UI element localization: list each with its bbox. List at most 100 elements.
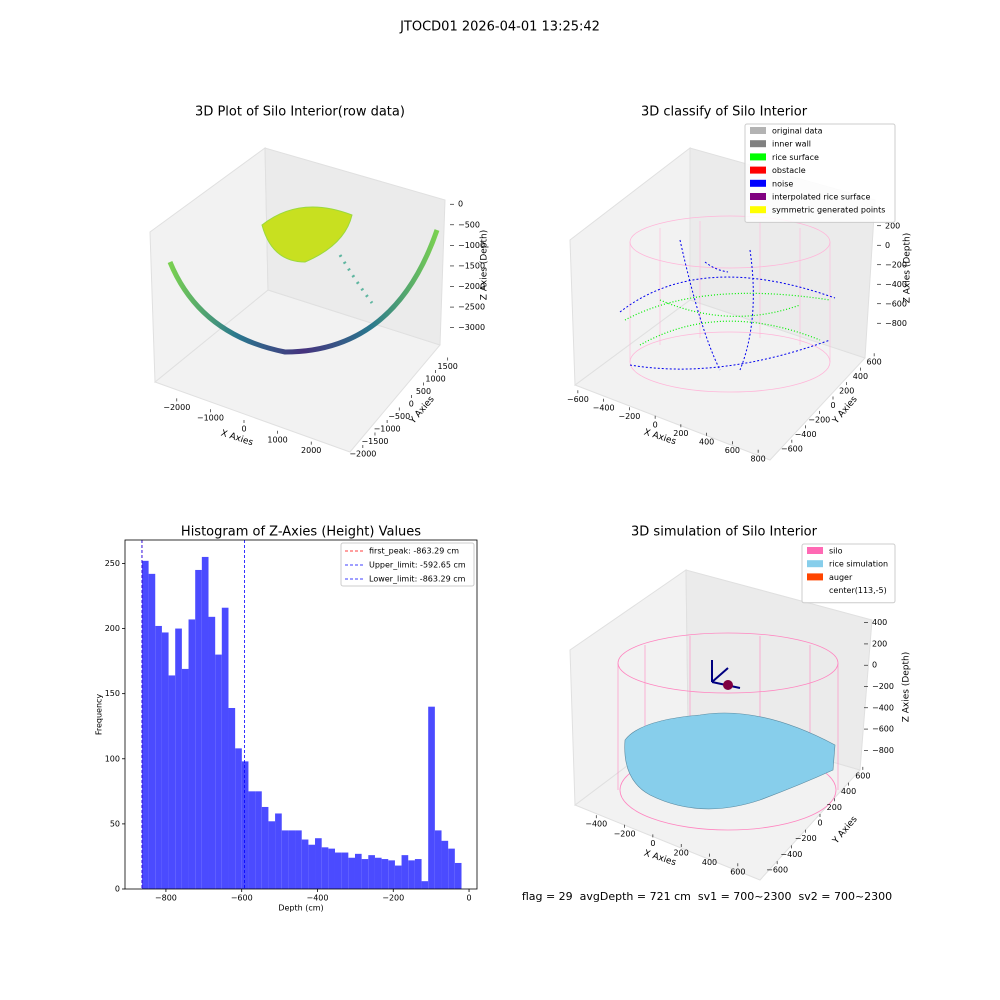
bar bbox=[428, 706, 435, 889]
bar bbox=[248, 791, 256, 889]
y-tick-label: 200 bbox=[105, 624, 120, 633]
x-tick-label: 0 bbox=[650, 839, 655, 848]
legend-swatch bbox=[750, 193, 766, 200]
bar bbox=[315, 838, 322, 889]
bar bbox=[215, 654, 222, 889]
bar bbox=[148, 573, 156, 889]
x-tick-label: 400 bbox=[699, 437, 714, 446]
x-tick-label: 600 bbox=[730, 868, 745, 877]
bar bbox=[228, 707, 236, 889]
chart-title: 3D simulation of Silo Interior bbox=[631, 525, 818, 540]
z-tick-label: −600 bbox=[872, 725, 894, 734]
z-axis-label: Z Axies (Depth) bbox=[903, 233, 913, 304]
y-tick-label: 250 bbox=[105, 559, 120, 568]
chart-title: 3D Plot of Silo Interior(row data) bbox=[195, 105, 405, 120]
bar bbox=[381, 859, 389, 889]
x-tick-label: 800 bbox=[750, 454, 765, 463]
y-tick-label: 50 bbox=[110, 819, 120, 828]
legend-swatch bbox=[807, 547, 823, 554]
legend-swatch bbox=[750, 153, 766, 161]
y-tick-label: 100 bbox=[105, 754, 120, 763]
legend-swatch bbox=[807, 560, 823, 568]
y-tick-label: −400 bbox=[780, 850, 802, 859]
y-tick-label: −200 bbox=[808, 415, 830, 424]
x-axis-label: Depth (cm) bbox=[278, 904, 323, 913]
legend-label: rice surface bbox=[772, 153, 819, 162]
y-tick-label: 200 bbox=[839, 387, 854, 396]
legend-label: first_peak: -863.29 cm bbox=[369, 547, 459, 556]
x-tick-label: 0 bbox=[653, 420, 658, 429]
x-tick-label: −600 bbox=[567, 395, 589, 404]
legend-swatch bbox=[807, 573, 823, 581]
bar bbox=[155, 625, 162, 889]
z-tick-label: 0 bbox=[885, 241, 890, 250]
bar bbox=[241, 761, 249, 889]
bar bbox=[195, 569, 202, 889]
y-tick-label: 0 bbox=[817, 819, 822, 828]
y-tick-label: 400 bbox=[841, 787, 856, 796]
bar bbox=[454, 862, 462, 889]
chart-title: Histogram of Z-Axies (Height) Values bbox=[181, 525, 421, 540]
legend-label: Upper_limit: -592.65 cm bbox=[369, 561, 466, 570]
y-tick-label: −1000 bbox=[374, 425, 401, 434]
z-tick-label: −200 bbox=[885, 260, 907, 269]
x-tick-label: 200 bbox=[673, 429, 688, 438]
x-tick-label: 2000 bbox=[301, 446, 321, 455]
z-tick-label: −2500 bbox=[458, 303, 485, 312]
bar bbox=[201, 556, 209, 889]
bar bbox=[161, 632, 169, 889]
legend-label: auger bbox=[829, 573, 853, 582]
bar bbox=[388, 860, 395, 889]
z-tick-label: −800 bbox=[885, 319, 907, 328]
axes-frame bbox=[124, 539, 478, 890]
x-tick-label: 0 bbox=[241, 425, 246, 434]
x-axis-label: X Axies bbox=[642, 849, 677, 869]
bar bbox=[181, 668, 189, 889]
bar bbox=[421, 881, 429, 889]
bar bbox=[341, 852, 349, 889]
legend-box bbox=[340, 542, 475, 587]
y-tick-label: −400 bbox=[795, 430, 817, 439]
bar bbox=[401, 855, 409, 889]
y-tick-label: 1500 bbox=[438, 362, 458, 371]
bar bbox=[221, 607, 229, 889]
x-tick-label: −400 bbox=[585, 820, 607, 829]
legend-swatch bbox=[750, 179, 766, 187]
legend-label: Lower_limit: -863.29 cm bbox=[369, 575, 466, 584]
z-axis-label: Z Axies (Depth) bbox=[902, 652, 912, 723]
legend-label: rice simulation bbox=[829, 560, 888, 569]
bar bbox=[408, 860, 415, 889]
x-tick-label: 1000 bbox=[267, 435, 287, 444]
legend-box bbox=[801, 543, 896, 604]
z-tick-label: −600 bbox=[885, 299, 907, 308]
bar bbox=[414, 859, 422, 889]
bar bbox=[268, 821, 276, 889]
figure-title: JTOCD01 2026-04-01 13:25:42 bbox=[399, 20, 600, 35]
bar bbox=[295, 830, 302, 889]
legend-label: inner wall bbox=[772, 140, 811, 149]
bar bbox=[334, 852, 342, 889]
z-tick-label: −500 bbox=[458, 220, 480, 229]
z-tick-label: −400 bbox=[885, 280, 907, 289]
y-tick-label: −2000 bbox=[349, 450, 376, 459]
bar bbox=[348, 857, 355, 889]
y-tick-label: 1000 bbox=[425, 375, 445, 384]
plot-decoration bbox=[167, 206, 839, 831]
y-tick-label: 0 bbox=[115, 885, 120, 894]
x-tick-label: −200 bbox=[382, 894, 404, 903]
y-tick-label: 500 bbox=[416, 387, 431, 396]
z-tick-label: −1000 bbox=[458, 241, 485, 250]
y-tick-label: −600 bbox=[781, 444, 803, 453]
z-tick-label: −800 bbox=[872, 746, 894, 755]
bar bbox=[208, 616, 216, 889]
legend-label: obstacle bbox=[772, 166, 806, 175]
z-tick-label: 0 bbox=[458, 200, 463, 209]
x-tick-label: −600 bbox=[231, 894, 253, 903]
bar bbox=[354, 853, 362, 889]
y-tick-label: 600 bbox=[867, 358, 882, 367]
legend-label: interpolated rice surface bbox=[772, 193, 870, 202]
y-tick-label: −500 bbox=[388, 412, 410, 421]
x-tick-label: 400 bbox=[702, 858, 717, 867]
legend-swatch bbox=[750, 206, 766, 214]
